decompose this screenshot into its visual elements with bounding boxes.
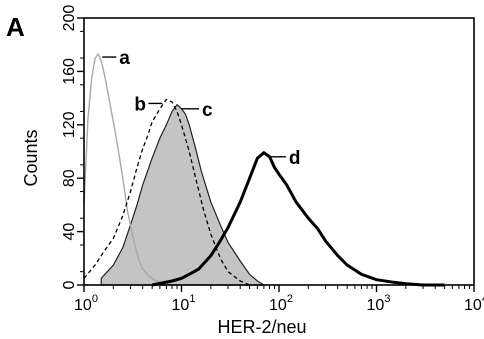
- x-tick-label: 102: [269, 293, 293, 314]
- y-tick-label: 120: [61, 111, 78, 138]
- x-axis-label: HER-2/neu: [217, 317, 306, 337]
- series-a-line: [83, 52, 173, 286]
- y-tick-label: 80: [61, 169, 78, 187]
- curve-label-layer: a b c d: [102, 48, 301, 169]
- y-axis-label: Counts: [21, 129, 41, 186]
- y-tick-label: 0: [61, 280, 78, 289]
- series-layer: [83, 52, 445, 287]
- panel-label: A: [6, 12, 25, 42]
- x-axis: 100 101 102 103 104: [74, 285, 484, 314]
- x-tick-label: 100: [74, 293, 98, 314]
- series-d-line: [151, 150, 445, 287]
- y-tick-label: 40: [61, 223, 78, 241]
- x-tick-label: 101: [172, 293, 196, 314]
- y-tick-label: 160: [61, 58, 78, 85]
- curve-label-b: b: [134, 94, 146, 115]
- curve-label-c: c: [202, 100, 213, 121]
- curve-label-a: a: [119, 48, 130, 69]
- y-tick-label: 200: [61, 5, 78, 32]
- x-tick-label: 103: [367, 293, 391, 314]
- y-axis: 0 40 80 120 160 200: [61, 5, 84, 289]
- series-b-line: [83, 98, 250, 286]
- curve-label-d: d: [289, 148, 301, 169]
- x-tick-label: 104: [464, 293, 484, 314]
